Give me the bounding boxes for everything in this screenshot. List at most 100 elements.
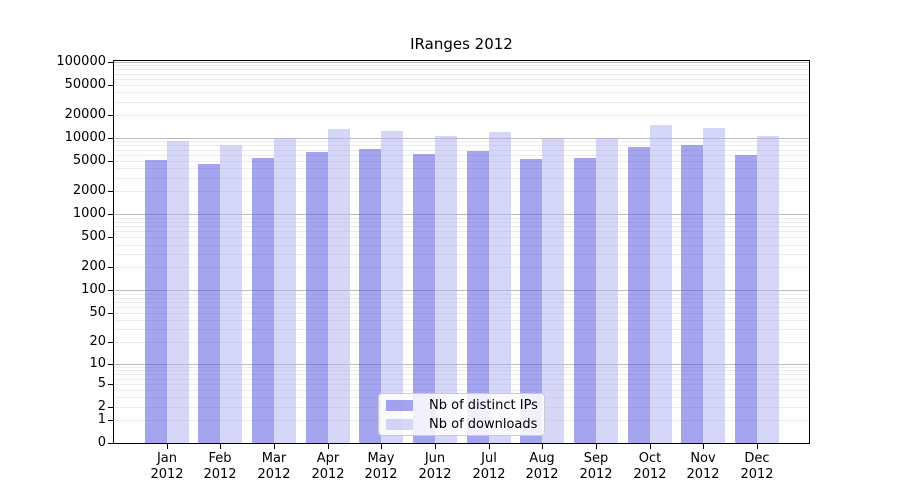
x-tick-year: 2012 bbox=[311, 467, 345, 482]
y-tick-mark bbox=[108, 214, 113, 215]
x-tick-mark bbox=[542, 444, 543, 449]
y-tick-label: 500 bbox=[81, 229, 106, 244]
grid-line-minor bbox=[114, 370, 809, 372]
legend-item-downloads: Nb of downloads bbox=[379, 416, 544, 432]
grid-line-minor bbox=[114, 329, 809, 331]
bar-downloads-mar bbox=[274, 137, 296, 443]
bar-downloads-jun bbox=[435, 136, 458, 443]
grid-line-minor bbox=[114, 374, 809, 376]
plot-area bbox=[113, 60, 810, 444]
grid-line-minor bbox=[114, 160, 809, 162]
x-tick-label: Jul 2012 bbox=[457, 451, 521, 483]
bar-distinct-ips-sep bbox=[574, 157, 597, 443]
grid-line-minor bbox=[114, 217, 809, 219]
grid-line-minor bbox=[114, 149, 809, 151]
x-tick-label: Feb 2012 bbox=[188, 451, 252, 483]
bar-downloads-jan bbox=[166, 141, 189, 443]
y-tick-label: 10000 bbox=[64, 130, 106, 145]
y-tick-mark bbox=[108, 267, 113, 268]
legend: Nb of distinct IPs Nb of downloads bbox=[378, 393, 545, 436]
grid-line-major bbox=[114, 214, 809, 216]
grid-line-minor bbox=[114, 237, 809, 239]
y-tick-label: 20 bbox=[89, 334, 106, 349]
x-tick-label: May 2012 bbox=[349, 451, 413, 483]
bar-distinct-ips-may bbox=[359, 149, 382, 443]
grid-line-minor bbox=[114, 389, 809, 391]
y-tick-label: 50000 bbox=[64, 77, 106, 92]
x-tick-year: 2012 bbox=[633, 467, 667, 482]
x-tick-month: May bbox=[367, 451, 395, 466]
y-tick-label: 100000 bbox=[56, 54, 106, 69]
x-tick-label: Sep 2012 bbox=[564, 451, 628, 483]
x-tick-label: Nov 2012 bbox=[671, 451, 735, 483]
grid-line-minor bbox=[114, 168, 809, 170]
bar-downloads-oct bbox=[649, 125, 672, 443]
y-tick-label: 50 bbox=[89, 305, 106, 320]
x-tick-month: Jul bbox=[481, 451, 497, 466]
y-tick-mark bbox=[108, 443, 113, 444]
grid-line-minor bbox=[114, 383, 809, 385]
x-tick-mark bbox=[596, 444, 597, 449]
grid-line-minor bbox=[114, 115, 809, 116]
y-tick-mark bbox=[108, 161, 113, 162]
bar-distinct-ips-aug bbox=[520, 158, 543, 443]
bar-downloads-may bbox=[381, 131, 404, 443]
y-tick-mark bbox=[108, 115, 113, 116]
y-tick-label: 10 bbox=[89, 356, 106, 371]
grid-line-minor bbox=[114, 312, 809, 314]
grid-line-minor bbox=[114, 378, 809, 380]
grid-line-minor bbox=[114, 320, 809, 321]
y-tick-mark bbox=[108, 85, 113, 86]
legend-swatch-downloads bbox=[386, 418, 413, 430]
y-tick-label: 100 bbox=[81, 282, 106, 297]
x-tick-mark bbox=[220, 444, 221, 449]
grid-line-minor bbox=[114, 73, 809, 75]
legend-label-downloads: Nb of downloads bbox=[429, 416, 538, 432]
y-tick-mark bbox=[108, 342, 113, 343]
x-tick-mark bbox=[328, 444, 329, 449]
grid-line-minor bbox=[114, 65, 809, 67]
bar-distinct-ips-jun bbox=[413, 154, 436, 443]
x-tick-label: Aug 2012 bbox=[510, 451, 574, 483]
bar-downloads-sep bbox=[596, 138, 619, 443]
grid-line-minor bbox=[114, 293, 809, 295]
bar-distinct-ips-mar bbox=[252, 158, 274, 443]
x-tick-mark bbox=[274, 444, 275, 449]
y-tick-mark bbox=[108, 384, 113, 385]
y-tick-mark bbox=[108, 364, 113, 365]
x-tick-month: Aug bbox=[529, 451, 555, 466]
x-tick-year: 2012 bbox=[686, 467, 720, 482]
grid-line-minor bbox=[114, 191, 809, 193]
grid-line-minor bbox=[114, 177, 809, 179]
y-tick-label: 1000 bbox=[72, 206, 106, 221]
y-tick-mark bbox=[108, 237, 113, 238]
y-tick-mark bbox=[108, 420, 113, 421]
x-tick-month: Feb bbox=[208, 451, 232, 466]
legend-swatch-distinct-ips bbox=[386, 399, 413, 411]
grid-line-minor bbox=[114, 78, 809, 80]
x-tick-label: Apr 2012 bbox=[296, 451, 360, 483]
bar-distinct-ips-oct bbox=[627, 146, 650, 443]
bar-distinct-ips-jul bbox=[466, 150, 489, 443]
bar-downloads-apr bbox=[327, 128, 350, 443]
grid-line-minor bbox=[114, 154, 809, 156]
bar-downloads-nov bbox=[703, 128, 726, 443]
y-tick-mark bbox=[108, 138, 113, 139]
x-tick-year: 2012 bbox=[257, 467, 291, 482]
grid-line-minor bbox=[114, 145, 809, 147]
x-tick-label: Jan 2012 bbox=[135, 451, 199, 483]
y-tick-label: 2 bbox=[97, 399, 106, 414]
grid-line-minor bbox=[114, 92, 809, 93]
grid-line-minor bbox=[114, 244, 809, 246]
bar-downloads-feb bbox=[220, 144, 243, 443]
bar-distinct-ips-dec bbox=[735, 154, 758, 443]
grid-line-minor bbox=[114, 231, 809, 233]
x-tick-month: Oct bbox=[638, 451, 662, 466]
x-tick-mark bbox=[650, 444, 651, 449]
x-tick-year: 2012 bbox=[203, 467, 237, 482]
x-tick-month: Mar bbox=[261, 451, 287, 466]
bar-downloads-dec bbox=[757, 136, 780, 443]
x-tick-label: Mar 2012 bbox=[242, 451, 306, 483]
y-tick-mark bbox=[108, 290, 113, 291]
